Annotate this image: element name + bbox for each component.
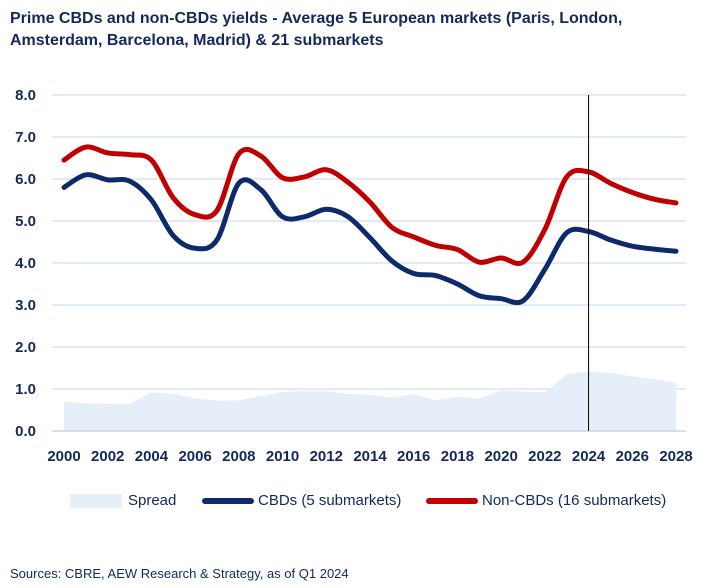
legend-item-noncbd: Non-CBDs (16 submarkets) <box>426 492 666 509</box>
spread-area-layer <box>64 371 676 431</box>
x-tick-label: 2028 <box>659 448 692 465</box>
x-tick-label: 2026 <box>616 448 649 465</box>
y-tick-labels: 0.0 1.0 2.0 3.0 4.0 5.0 6.0 7.0 8.0 <box>15 87 36 440</box>
legend-label-noncbd: Non-CBDs (16 submarkets) <box>482 492 667 509</box>
legend-item-cbd: CBDs (5 submarkets) <box>202 492 401 509</box>
y-tick-label: 1.0 <box>15 381 36 398</box>
legend-swatch-noncbd <box>426 497 478 504</box>
y-tick-label: 0.0 <box>15 423 36 440</box>
noncbd-line <box>61 144 679 267</box>
y-tick-label: 8.0 <box>15 87 36 104</box>
legend-label-spread: Spread <box>128 492 177 509</box>
x-tick-label: 2010 <box>266 448 299 465</box>
chart-title: Prime CBDs and non-CBDs yields - Average… <box>10 8 710 52</box>
x-tick-label: 2018 <box>441 448 474 465</box>
y-tick-label: 3.0 <box>15 297 36 314</box>
series-lines <box>61 144 679 306</box>
legend-swatch-spread <box>70 493 122 508</box>
legend-swatch-cbd <box>202 497 254 504</box>
chart-title-line2: Amsterdam, Barcelona, Madrid) & 21 subma… <box>10 32 384 49</box>
x-tick-label: 2020 <box>484 448 517 465</box>
x-tick-labels: 2000 2002 2004 2006 2008 2010 2012 2014 2016 2018… <box>47 448 692 465</box>
x-tick-label: 2022 <box>528 448 561 465</box>
y-tick-label: 4.0 <box>15 255 36 272</box>
x-tick-label: 2012 <box>310 448 343 465</box>
legend: Spread CBDs (5 submarkets) Non-CBDs (16 … <box>70 492 710 514</box>
x-tick-label: 2024 <box>572 448 606 465</box>
y-tick-label: 5.0 <box>15 213 36 230</box>
x-tick-label: 2000 <box>47 448 80 465</box>
chart-title-line1: Prime CBDs and non-CBDs yields - Average… <box>10 10 623 27</box>
spread-area <box>64 371 676 431</box>
x-tick-label: 2006 <box>178 448 211 465</box>
legend-label-cbd: CBDs (5 submarkets) <box>258 492 402 509</box>
grid-lines <box>52 94 686 390</box>
cbd-line <box>61 172 679 306</box>
legend-item-spread: Spread <box>70 492 176 509</box>
x-tick-label: 2016 <box>397 448 430 465</box>
y-tick-label: 6.0 <box>15 171 36 188</box>
source-note: Sources: CBRE, AEW Research & Strategy, … <box>10 566 349 581</box>
y-tick-label: 7.0 <box>15 129 36 146</box>
x-tick-label: 2004 <box>135 448 169 465</box>
x-tick-label: 2014 <box>353 448 387 465</box>
x-tick-label: 2002 <box>91 448 124 465</box>
y-tick-label: 2.0 <box>15 339 36 356</box>
x-tick-label: 2008 <box>222 448 255 465</box>
